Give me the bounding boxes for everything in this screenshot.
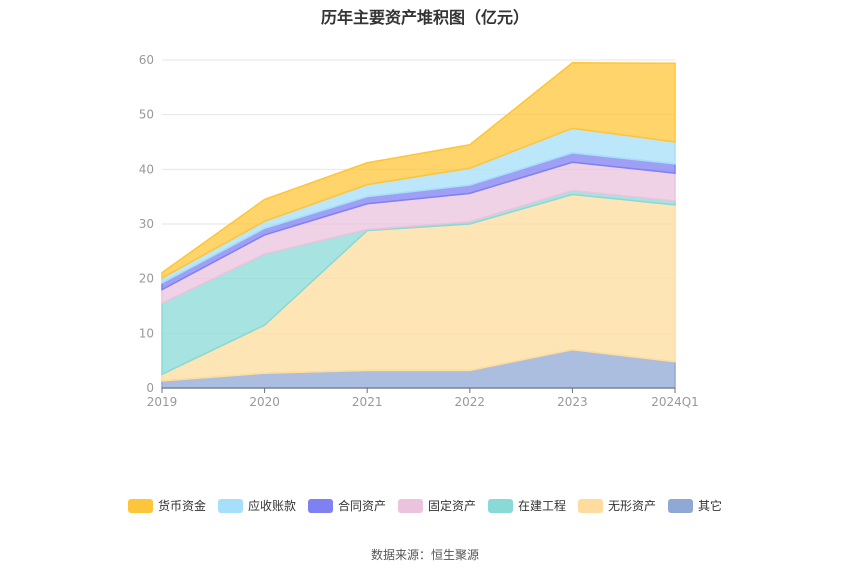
x-tick-label: 2021: [352, 395, 383, 409]
y-tick-label: 40: [139, 162, 154, 176]
legend-swatch: [488, 498, 513, 513]
legend-label: 货币资金: [157, 499, 206, 513]
legend: 货币资金 应收账款 合同资产 固定资产 在建工程 无形资产 其它: [0, 497, 850, 514]
y-tick-label: 20: [139, 272, 154, 286]
legend-item[interactable]: 合同资产: [307, 497, 386, 514]
y-tick-label: 50: [139, 108, 154, 122]
legend-label: 固定资产: [427, 499, 476, 513]
x-tick-label: 2024Q1: [651, 395, 699, 409]
legend-swatch: [397, 498, 423, 513]
legend-label: 其它: [698, 499, 723, 513]
y-tick-label: 10: [139, 326, 154, 340]
legend-swatch: [307, 498, 333, 513]
x-tick-label: 2023: [557, 395, 588, 409]
area-货币资金: [161, 61, 676, 280]
legend-item[interactable]: 固定资产: [397, 497, 476, 514]
x-tick-label: 2019: [147, 395, 178, 409]
legend-item[interactable]: 在建工程: [488, 497, 566, 514]
legend-item[interactable]: 其它: [668, 497, 722, 514]
legend-swatch: [127, 498, 153, 513]
legend-label: 在建工程: [518, 499, 567, 513]
y-tick-label: 0: [146, 381, 154, 395]
source-note: 数据来源：恒生聚源: [370, 548, 479, 562]
x-tick-label: 2020: [249, 395, 280, 409]
y-tick-label: 30: [139, 217, 154, 231]
legend-swatch: [217, 498, 243, 513]
legend-swatch: [578, 498, 604, 513]
legend-label: 应收账款: [247, 499, 296, 513]
legend-swatch: [668, 498, 694, 513]
legend-label: 无形资产: [608, 499, 657, 513]
legend-item[interactable]: 无形资产: [578, 497, 656, 514]
chart-title: 历年主要资产堆积图（亿元）: [320, 8, 529, 27]
legend-item[interactable]: 货币资金: [127, 497, 206, 514]
legend-label: 合同资产: [337, 499, 386, 513]
y-tick-label: 60: [139, 53, 154, 67]
legend-item[interactable]: 应收账款: [217, 497, 296, 514]
x-tick-label: 2022: [455, 395, 486, 409]
